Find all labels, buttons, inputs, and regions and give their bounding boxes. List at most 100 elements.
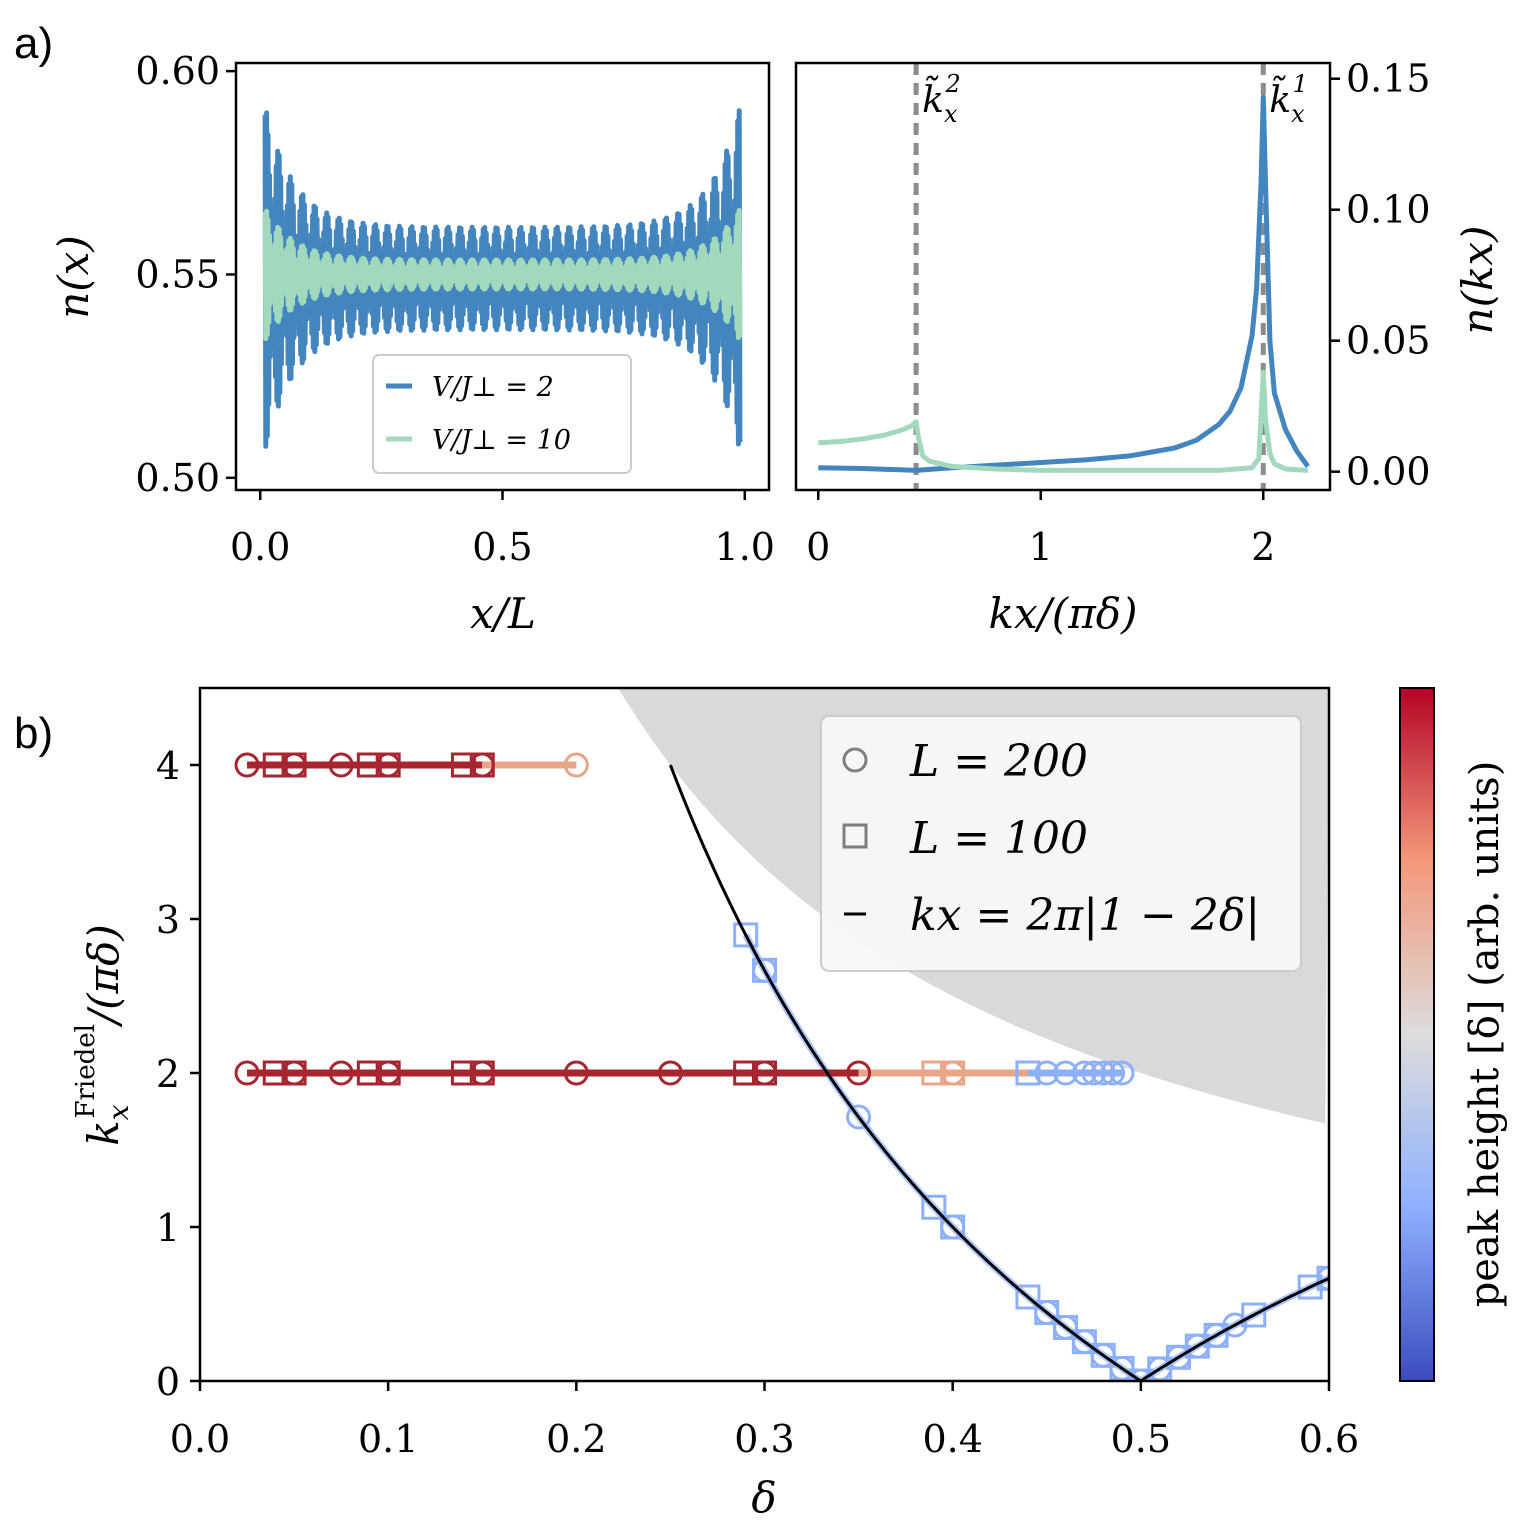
point-square-blue bbox=[752, 957, 777, 983]
svg-text:kxFriedel/(πδ): kxFriedel/(πδ) bbox=[71, 924, 135, 1146]
point-circle bbox=[1034, 1060, 1060, 1086]
nk-frame bbox=[794, 61, 1332, 492]
colorbar: peak height [δ] (arb. units) bbox=[1399, 687, 1508, 1382]
point-square bbox=[356, 752, 382, 778]
theory-line bbox=[669, 764, 1329, 1381]
nk-xtick-label: 0 bbox=[806, 525, 830, 569]
point-square-blue bbox=[940, 1214, 966, 1240]
friedel-xtick-label: 0.5 bbox=[1111, 1417, 1171, 1461]
chart-nx: 0.0 0.5 1.0 0.50 0.55 0.60 x/L n(x) V/J⊥ = 2 … bbox=[49, 49, 775, 638]
point-square bbox=[262, 1060, 288, 1086]
point-square bbox=[450, 752, 476, 778]
point-square-blue bbox=[1316, 1265, 1329, 1291]
point-square bbox=[921, 1060, 947, 1086]
nx-xtick-label: 0.5 bbox=[472, 525, 532, 569]
nk-xtick-label: 1 bbox=[1029, 525, 1053, 569]
nx-xtick-label: 1.0 bbox=[715, 525, 775, 569]
friedel-xtick-label: 0.6 bbox=[1299, 1417, 1359, 1461]
nx-xlabel: x/L bbox=[470, 589, 536, 638]
point-square-blue bbox=[1090, 1342, 1116, 1368]
point-square bbox=[375, 752, 401, 778]
point-square bbox=[356, 1060, 382, 1086]
point-square-blue bbox=[1034, 1300, 1060, 1326]
legend-label-L100: L = 100 bbox=[909, 813, 1088, 864]
nk-ytick-label: 0.10 bbox=[1346, 188, 1431, 232]
point-circle bbox=[846, 1060, 872, 1086]
panel-label-a: a) bbox=[14, 19, 53, 68]
nx-legend-label-1: V/J⊥ = 2 bbox=[432, 372, 554, 403]
friedel-xtick-label: 0.2 bbox=[546, 1417, 606, 1461]
point-square bbox=[469, 752, 495, 778]
nk-series-2 bbox=[818, 369, 1308, 473]
nx-legend: V/J⊥ = 2 V/J⊥ = 10 bbox=[372, 354, 632, 474]
friedel-ytick-label: 1 bbox=[156, 1206, 180, 1250]
chart-nk: 0 1 2 0.00 0.05 0.10 0.15 kx/(πδ) n(kx) k̃x2 k̃… bbox=[794, 57, 1502, 638]
nx-xtick-label: 0.0 bbox=[230, 525, 290, 569]
point-square bbox=[262, 752, 288, 778]
friedel-xtick-label: 0.4 bbox=[922, 1417, 982, 1461]
point-square-blue bbox=[1241, 1302, 1267, 1328]
point-circle bbox=[563, 752, 589, 778]
point-circle-blue bbox=[846, 1104, 872, 1130]
point-circle bbox=[234, 752, 260, 778]
friedel-ylabel-base: k bbox=[79, 1120, 128, 1145]
point-square-blue bbox=[733, 922, 759, 948]
friedel-xtick-label: 0.3 bbox=[734, 1417, 794, 1461]
friedel-ytick-label: 2 bbox=[156, 1052, 180, 1096]
friedel-xtick-label: 0.0 bbox=[170, 1417, 230, 1461]
point-circle bbox=[1053, 1060, 1079, 1086]
panel-label-b: b) bbox=[14, 709, 53, 758]
point-circle bbox=[563, 1060, 589, 1086]
point-square-blue bbox=[1203, 1322, 1229, 1348]
chart-friedel: 0.0 0.1 0.2 0.3 0.4 0.5 0.6 0 1 2 3 4 δ kxFriedel/(… bbox=[71, 686, 1508, 1522]
nk-ytick-label: 0.05 bbox=[1346, 319, 1431, 363]
point-square bbox=[752, 1060, 777, 1086]
point-square-blue bbox=[1015, 1284, 1041, 1310]
point-square bbox=[940, 1060, 966, 1086]
nx-ytick-label: 0.50 bbox=[135, 456, 220, 500]
point-square-blue bbox=[1109, 1355, 1135, 1381]
colorbar-gradient bbox=[1399, 687, 1435, 1382]
point-circle bbox=[1081, 1060, 1107, 1086]
point-circle bbox=[328, 752, 354, 778]
colorbar-label: peak height [δ] (arb. units) bbox=[1462, 761, 1508, 1308]
nx-legend-label-2: V/J⊥ = 10 bbox=[432, 425, 571, 456]
point-circle bbox=[234, 1060, 260, 1086]
nx-ytick-label: 0.55 bbox=[135, 252, 220, 296]
nk-vline-label-2: k̃x1 bbox=[1269, 70, 1308, 128]
legend-label-L200: L = 200 bbox=[909, 736, 1088, 787]
legend-square-marker bbox=[842, 823, 868, 849]
point-square bbox=[375, 1060, 401, 1086]
friedel-ylabel-sup: Friedel bbox=[71, 1024, 101, 1119]
point-square bbox=[469, 1060, 495, 1086]
friedel-xlabel: δ bbox=[751, 1473, 776, 1522]
friedel-xtick-label: 0.1 bbox=[358, 1417, 418, 1461]
legend-circle-marker bbox=[842, 747, 868, 773]
point-circle bbox=[1100, 1060, 1126, 1086]
point-square bbox=[450, 1060, 476, 1086]
nk-ytick-label: 0.00 bbox=[1346, 450, 1431, 494]
nx-ytick-label: 0.60 bbox=[135, 49, 220, 93]
point-square-blue bbox=[1128, 1368, 1154, 1381]
point-square-blue bbox=[1053, 1314, 1079, 1340]
point-square-blue bbox=[1071, 1329, 1097, 1355]
nk-series-1 bbox=[818, 94, 1310, 473]
nk-ylabel: n(kx) bbox=[1453, 226, 1502, 335]
nk-vline-label-1: k̃x2 bbox=[922, 70, 961, 128]
friedel-ylabel-sub: x bbox=[102, 1104, 135, 1120]
point-square bbox=[281, 752, 307, 778]
point-circle bbox=[1071, 1060, 1097, 1086]
friedel-ylabel-tail: /(πδ) bbox=[79, 924, 128, 1028]
friedel-ytick-label: 4 bbox=[156, 744, 180, 788]
point-circle bbox=[328, 1060, 354, 1086]
point-square-blue bbox=[921, 1194, 947, 1220]
nk-xlabel: kx/(πδ) bbox=[989, 589, 1138, 638]
friedel-ytick-label: 3 bbox=[156, 898, 180, 942]
point-square bbox=[1015, 1060, 1041, 1086]
friedel-legend: L = 200 L = 100 kx = 2π|1 − 2δ| bbox=[820, 715, 1302, 972]
nk-ytick-label: 0.15 bbox=[1346, 57, 1431, 101]
nx-series-2 bbox=[262, 207, 743, 342]
point-circle bbox=[657, 1060, 683, 1086]
friedel-ytick-label: 0 bbox=[156, 1360, 180, 1404]
